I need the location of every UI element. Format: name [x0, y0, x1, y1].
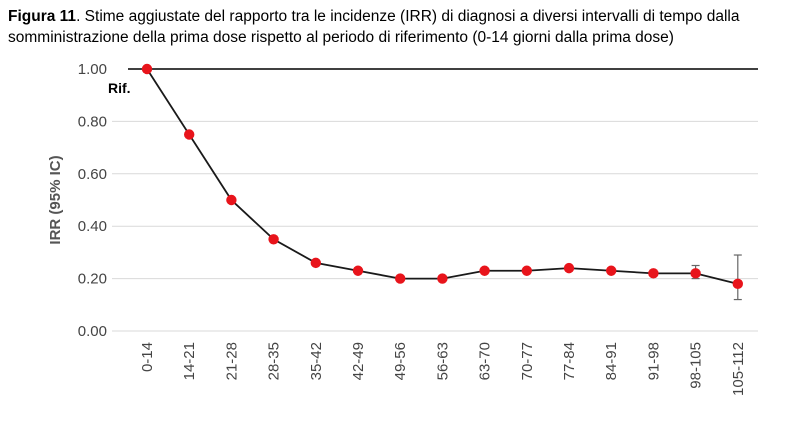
x-tick-label: 84-91: [603, 342, 620, 380]
x-axis-ticks: 0-14 14-21 21-28 28-35 35-42 42-49 49-56 56-63 6…: [139, 342, 747, 396]
x-tick-label: 56-63: [434, 342, 451, 380]
data-point: [226, 194, 237, 206]
y-tick-label: 0.40: [78, 218, 107, 235]
series-polyline: [146, 68, 739, 285]
data-point: [268, 234, 279, 245]
x-tick-label: 42-49: [350, 342, 367, 380]
figure-caption: Figura 11. Stime aggiustate del rapporto…: [8, 6, 792, 48]
x-tick-label: 14-21: [181, 342, 198, 380]
data-point: [310, 257, 321, 269]
data-point: [352, 265, 364, 276]
data-point: [479, 265, 490, 276]
y-tick-label: 0.60: [78, 166, 107, 183]
x-tick-label: 0-14: [139, 342, 156, 372]
series-line: [146, 68, 739, 285]
data-point: [437, 273, 448, 284]
x-tick-label: 21-28: [223, 342, 240, 380]
error-bars: [691, 254, 742, 301]
error-bar: [733, 254, 742, 301]
data-point: [648, 268, 659, 279]
x-tick-label: 35-42: [308, 342, 325, 380]
data-point: [690, 268, 701, 279]
x-tick-label: 105-112: [730, 342, 747, 396]
data-point: [732, 278, 743, 290]
y-tick-label: 0.00: [78, 323, 107, 340]
data-point: [563, 262, 575, 274]
data-point: [184, 129, 195, 140]
y-tick-label: 0.80: [78, 113, 107, 130]
data-point: [141, 63, 153, 75]
x-tick-label: 63-70: [477, 342, 494, 380]
figure-label: Figura 11: [8, 8, 77, 25]
y-axis-ticks: 0.00 0.20 0.40 0.60 0.80 1.00: [78, 61, 107, 340]
y-tick-label: 1.00: [78, 61, 107, 78]
data-points: [141, 63, 743, 290]
reference-annotation: Rif.: [108, 80, 131, 96]
gridlines: [112, 120, 758, 332]
x-tick-label: 49-56: [392, 342, 409, 380]
x-tick-label: 98-105: [688, 342, 705, 389]
x-tick-label: 91-98: [645, 342, 662, 380]
x-tick-label: 77-84: [561, 342, 578, 380]
data-point: [395, 273, 406, 284]
x-tick-label: 28-35: [266, 342, 283, 380]
y-axis-label: IRR (95% IC): [47, 155, 64, 244]
figure-caption-text: . Stime aggiustate del rapporto tra le i…: [8, 8, 740, 46]
data-point: [606, 265, 617, 276]
y-tick-label: 0.20: [78, 271, 107, 288]
data-point: [521, 265, 532, 276]
x-tick-label: 70-77: [519, 342, 536, 380]
